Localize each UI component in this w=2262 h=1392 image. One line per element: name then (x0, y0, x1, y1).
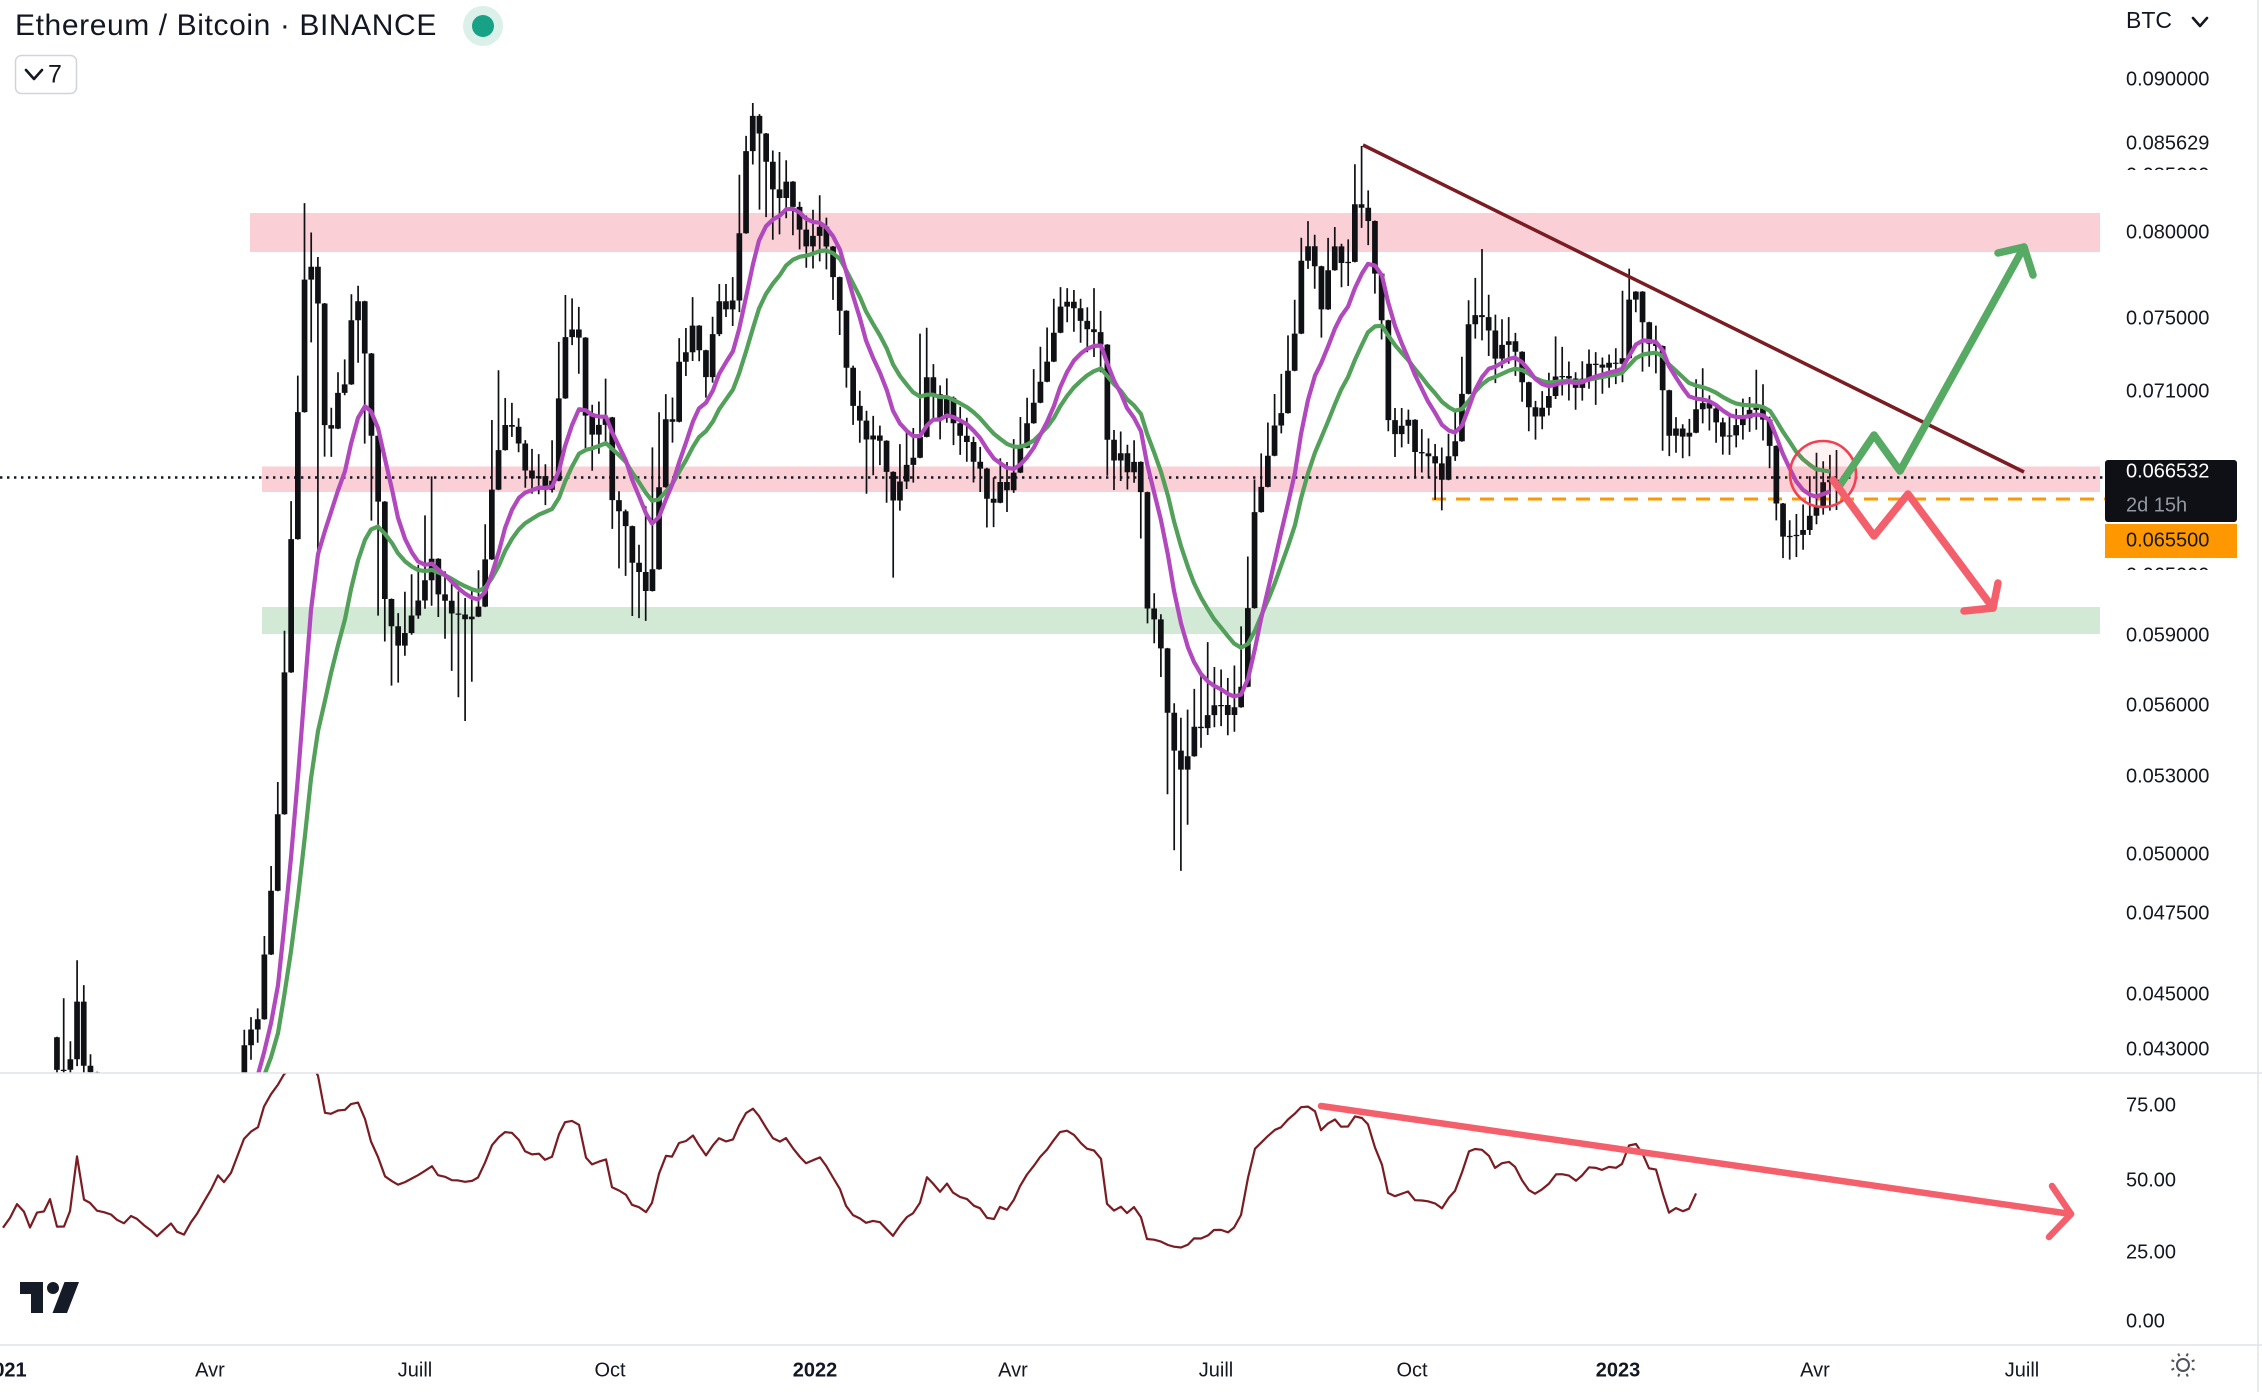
svg-text:0.071000: 0.071000 (2126, 380, 2209, 402)
svg-text:Juill: Juill (398, 1359, 432, 1381)
svg-text:2023: 2023 (1596, 1359, 1641, 1381)
svg-text:25.00: 25.00 (2126, 1241, 2176, 1263)
svg-text:0.045000: 0.045000 (2126, 983, 2209, 1005)
svg-text:0.043000: 0.043000 (2126, 1038, 2209, 1060)
svg-text:021: 021 (0, 1359, 27, 1381)
svg-text:0.053000: 0.053000 (2126, 765, 2209, 787)
svg-text:0.085629: 0.085629 (2126, 132, 2209, 154)
svg-text:Avr: Avr (195, 1359, 225, 1381)
svg-text:50.00: 50.00 (2126, 1169, 2176, 1191)
svg-text:Avr: Avr (998, 1359, 1028, 1381)
svg-text:Juill: Juill (2005, 1359, 2039, 1381)
svg-text:7: 7 (48, 61, 62, 89)
svg-text:0.065500: 0.065500 (2126, 529, 2209, 551)
svg-text:Juill: Juill (1199, 1359, 1233, 1381)
svg-text:0.056000: 0.056000 (2126, 694, 2209, 716)
svg-text:75.00: 75.00 (2126, 1094, 2176, 1116)
svg-text:0.047500: 0.047500 (2126, 902, 2209, 924)
svg-text:0.00: 0.00 (2126, 1310, 2165, 1332)
svg-text:0.050000: 0.050000 (2126, 843, 2209, 865)
svg-text:BTC: BTC (2126, 7, 2172, 33)
svg-text:Avr: Avr (1800, 1359, 1830, 1381)
svg-text:0.080000: 0.080000 (2126, 221, 2209, 243)
svg-text:Oct: Oct (594, 1359, 626, 1381)
svg-text:2022: 2022 (793, 1359, 838, 1381)
svg-text:Oct: Oct (1396, 1359, 1428, 1381)
svg-text:0.059000: 0.059000 (2126, 624, 2209, 646)
svg-text:Ethereum / Bitcoin · BINANCE: Ethereum / Bitcoin · BINANCE (15, 9, 437, 42)
svg-text:0.075000: 0.075000 (2126, 307, 2209, 329)
svg-text:0.090000: 0.090000 (2126, 68, 2209, 90)
svg-text:0.066532: 0.066532 (2126, 460, 2209, 482)
svg-text:2d 15h: 2d 15h (2126, 494, 2187, 516)
